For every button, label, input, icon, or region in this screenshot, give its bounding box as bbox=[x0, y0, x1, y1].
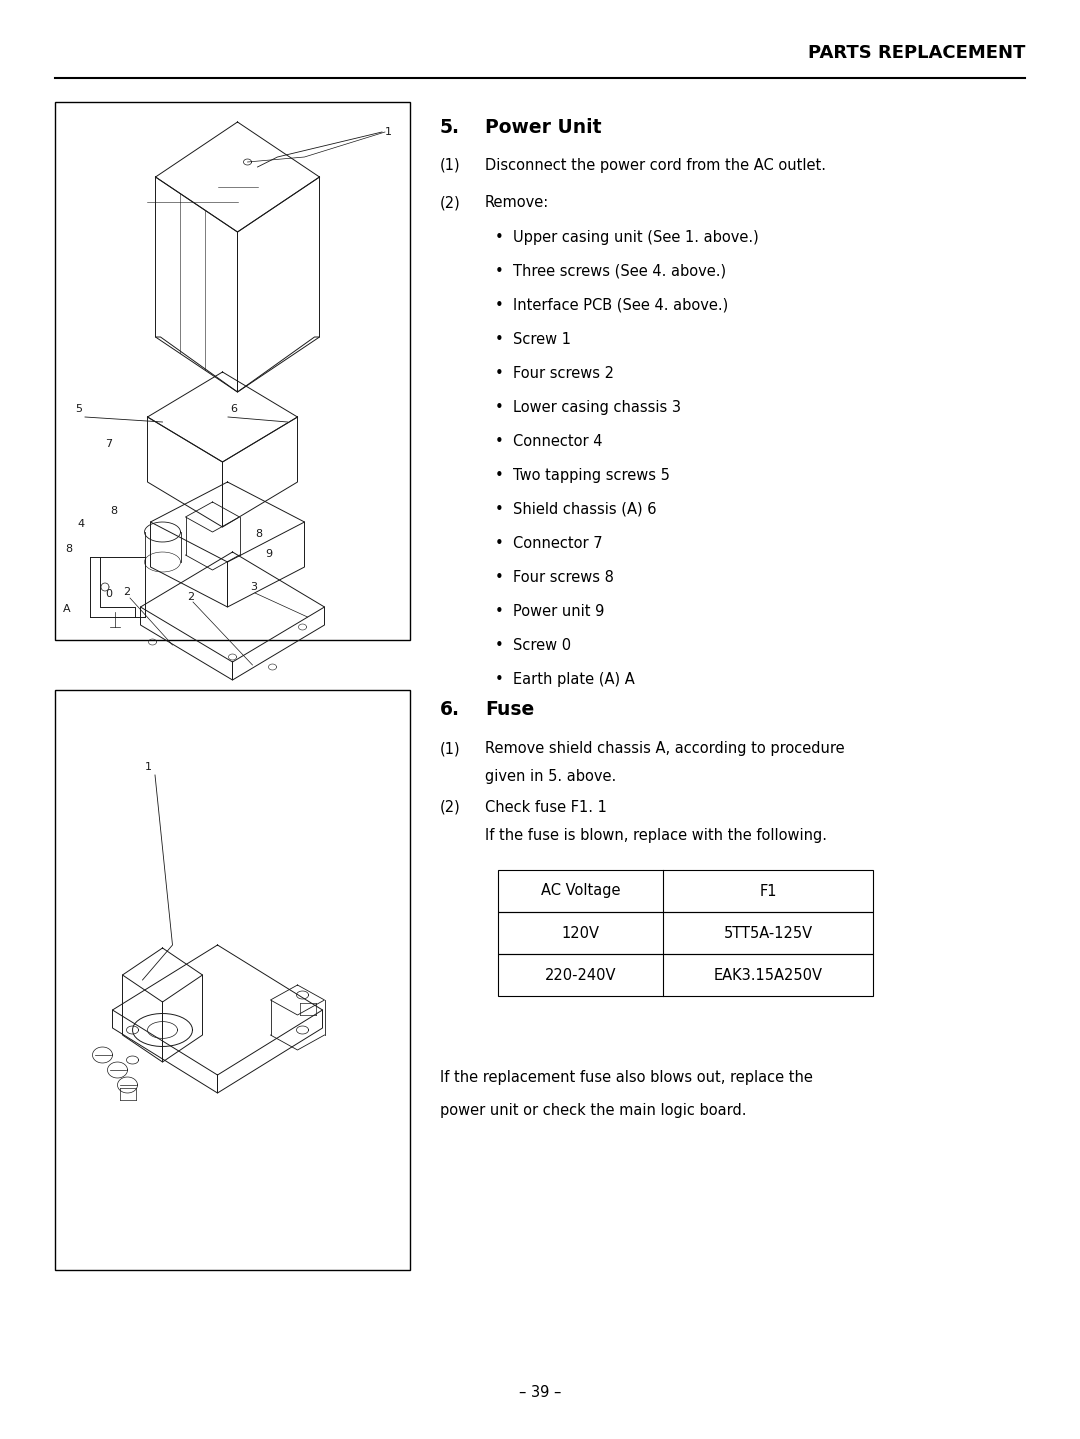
Text: 8: 8 bbox=[110, 507, 117, 517]
Text: •: • bbox=[495, 435, 503, 449]
Text: 2: 2 bbox=[187, 591, 194, 602]
Text: Screw 0: Screw 0 bbox=[513, 637, 571, 653]
Text: •: • bbox=[495, 230, 503, 245]
Text: 7: 7 bbox=[105, 439, 112, 449]
Text: EAK3.15A250V: EAK3.15A250V bbox=[714, 967, 823, 983]
Text: •: • bbox=[495, 535, 503, 551]
Text: Four screws 8: Four screws 8 bbox=[513, 570, 613, 586]
Text: •: • bbox=[495, 332, 503, 347]
Text: 220-240V: 220-240V bbox=[544, 967, 617, 983]
Text: •: • bbox=[495, 298, 503, 314]
Text: Power unit 9: Power unit 9 bbox=[513, 604, 605, 619]
Bar bbox=[498, 871, 873, 912]
Text: 120V: 120V bbox=[562, 925, 599, 941]
Text: •: • bbox=[495, 672, 503, 686]
Text: Disconnect the power cord from the AC outlet.: Disconnect the power cord from the AC ou… bbox=[485, 158, 826, 173]
Text: – 39 –: – 39 – bbox=[518, 1384, 562, 1400]
Text: Connector 4: Connector 4 bbox=[513, 435, 603, 449]
Text: Shield chassis (A) 6: Shield chassis (A) 6 bbox=[513, 502, 657, 517]
Text: •: • bbox=[495, 366, 503, 381]
Text: Lower casing chassis 3: Lower casing chassis 3 bbox=[513, 400, 681, 414]
Text: 9: 9 bbox=[265, 550, 272, 558]
Text: (2): (2) bbox=[440, 196, 461, 210]
Text: •: • bbox=[495, 637, 503, 653]
Text: 5TT5A-125V: 5TT5A-125V bbox=[724, 925, 812, 941]
Text: 2: 2 bbox=[123, 587, 130, 597]
Text: Four screws 2: Four screws 2 bbox=[513, 366, 615, 381]
Text: •: • bbox=[495, 400, 503, 414]
Text: Power Unit: Power Unit bbox=[485, 118, 602, 137]
Text: power unit or check the main logic board.: power unit or check the main logic board… bbox=[440, 1104, 746, 1118]
Text: AC Voltage: AC Voltage bbox=[541, 884, 620, 898]
Text: 1: 1 bbox=[384, 127, 392, 137]
Text: Check fuse F1. 1: Check fuse F1. 1 bbox=[485, 800, 607, 814]
Text: •: • bbox=[495, 263, 503, 279]
Text: 1: 1 bbox=[145, 763, 152, 771]
Text: If the fuse is blown, replace with the following.: If the fuse is blown, replace with the f… bbox=[485, 827, 827, 843]
Text: Interface PCB (See 4. above.): Interface PCB (See 4. above.) bbox=[513, 298, 728, 314]
Text: 8: 8 bbox=[255, 530, 262, 540]
Text: 6: 6 bbox=[230, 404, 237, 414]
Text: 4: 4 bbox=[77, 519, 84, 530]
Text: Fuse: Fuse bbox=[485, 699, 535, 720]
Text: PARTS REPLACEMENT: PARTS REPLACEMENT bbox=[808, 45, 1025, 62]
Text: Screw 1: Screw 1 bbox=[513, 332, 571, 347]
Text: Three screws (See 4. above.): Three screws (See 4. above.) bbox=[513, 263, 726, 279]
Text: Remove shield chassis A, according to procedure: Remove shield chassis A, according to pr… bbox=[485, 741, 845, 755]
Bar bbox=[498, 954, 873, 996]
Text: 6.: 6. bbox=[440, 699, 460, 720]
Text: Earth plate (A) A: Earth plate (A) A bbox=[513, 672, 635, 686]
Text: Two tapping screws 5: Two tapping screws 5 bbox=[513, 468, 670, 484]
Text: Remove:: Remove: bbox=[485, 196, 550, 210]
Text: 0: 0 bbox=[105, 589, 112, 599]
Text: 5: 5 bbox=[75, 404, 82, 414]
Text: •: • bbox=[495, 570, 503, 586]
Text: •: • bbox=[495, 502, 503, 517]
Text: Connector 7: Connector 7 bbox=[513, 535, 603, 551]
Text: Upper casing unit (See 1. above.): Upper casing unit (See 1. above.) bbox=[513, 230, 759, 245]
Text: •: • bbox=[495, 468, 503, 484]
Text: (1): (1) bbox=[440, 158, 461, 173]
Bar bbox=[55, 102, 410, 640]
Bar bbox=[498, 912, 873, 954]
Text: •: • bbox=[495, 604, 503, 619]
Text: (1): (1) bbox=[440, 741, 461, 755]
Text: 8: 8 bbox=[65, 544, 72, 554]
Bar bbox=[55, 689, 410, 1271]
Text: given in 5. above.: given in 5. above. bbox=[485, 768, 617, 784]
Text: If the replacement fuse also blows out, replace the: If the replacement fuse also blows out, … bbox=[440, 1071, 813, 1085]
Text: 3: 3 bbox=[249, 581, 257, 591]
Text: A: A bbox=[63, 604, 70, 614]
Text: 5.: 5. bbox=[440, 118, 460, 137]
Text: F1: F1 bbox=[759, 884, 777, 898]
Text: (2): (2) bbox=[440, 800, 461, 814]
